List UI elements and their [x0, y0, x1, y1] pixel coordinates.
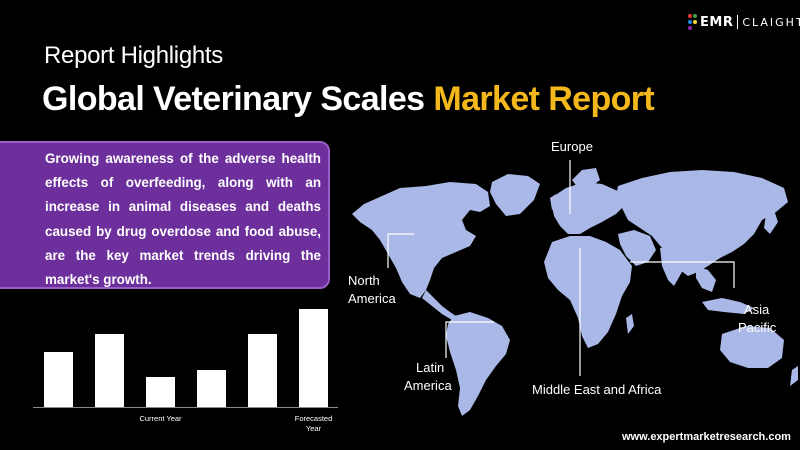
india-shape: [660, 248, 686, 286]
bar: [299, 309, 328, 407]
region-label-north-america-line1: North: [348, 273, 380, 288]
map-callout-lines: [387, 160, 735, 376]
website-url: www.expertmarketresearch.com: [622, 431, 791, 443]
highlight-box: [0, 141, 330, 289]
bar-chart: Current Year Forecasted Year: [33, 309, 338, 433]
logo-dots-icon: [688, 14, 698, 30]
report-title-main: Global Veterinary Scales: [42, 80, 425, 118]
region-label-asia-line2: Pacific: [738, 320, 777, 335]
indonesia-shape: [702, 298, 754, 314]
north-america-shape: [352, 182, 490, 298]
bar: [197, 370, 226, 407]
region-label-latin-america-line1: Latin: [416, 360, 445, 375]
report-title-accent: Market Report: [433, 80, 655, 118]
bar: [146, 377, 175, 407]
south-america-shape: [446, 312, 510, 416]
new-zealand-shape: [790, 366, 798, 386]
scandinavia-shape: [572, 168, 600, 188]
report-title: Global Veterinary Scales Market Report: [42, 80, 655, 119]
world-map: [352, 160, 798, 416]
latin-america-callout: [445, 321, 494, 358]
bar: [95, 334, 124, 407]
madagascar-shape: [626, 314, 634, 334]
x-tick-label: Current Year: [139, 414, 182, 423]
australia-shape: [720, 326, 784, 368]
x-tick-label: Forecasted Year: [295, 414, 333, 433]
asia-shape: [616, 170, 788, 276]
region-label-europe: Europe: [551, 139, 593, 154]
emr-claight-logo: EMR CLAIGHT: [688, 11, 800, 33]
asia-callout: [630, 261, 735, 288]
region-label-latin-america-line2: America: [404, 378, 452, 393]
southeast-asia-shape: [696, 266, 716, 292]
logo-divider: [737, 15, 739, 29]
central-america-shape: [422, 290, 456, 320]
region-label-north-america-line2: America: [348, 291, 396, 306]
world-map-land: [352, 168, 798, 416]
region-label-mea: Middle East and Africa: [532, 382, 662, 397]
north-america-callout: [387, 233, 414, 268]
uk-shape: [550, 194, 558, 210]
bar: [248, 334, 277, 407]
europe-shape: [552, 182, 626, 234]
region-label-asia-line1: Asia: [744, 302, 770, 317]
logo-partner: CLAIGHT: [742, 15, 800, 29]
middle-east-shape: [618, 230, 656, 266]
bar: [44, 352, 73, 407]
highlight-text: Growing awareness of the adverse health …: [45, 151, 321, 288]
greenland-shape: [490, 174, 540, 216]
report-eyebrow: Report Highlights: [44, 42, 223, 69]
logo-brand: EMR: [700, 14, 734, 30]
japan-shape: [764, 210, 778, 234]
africa-shape: [544, 236, 632, 348]
